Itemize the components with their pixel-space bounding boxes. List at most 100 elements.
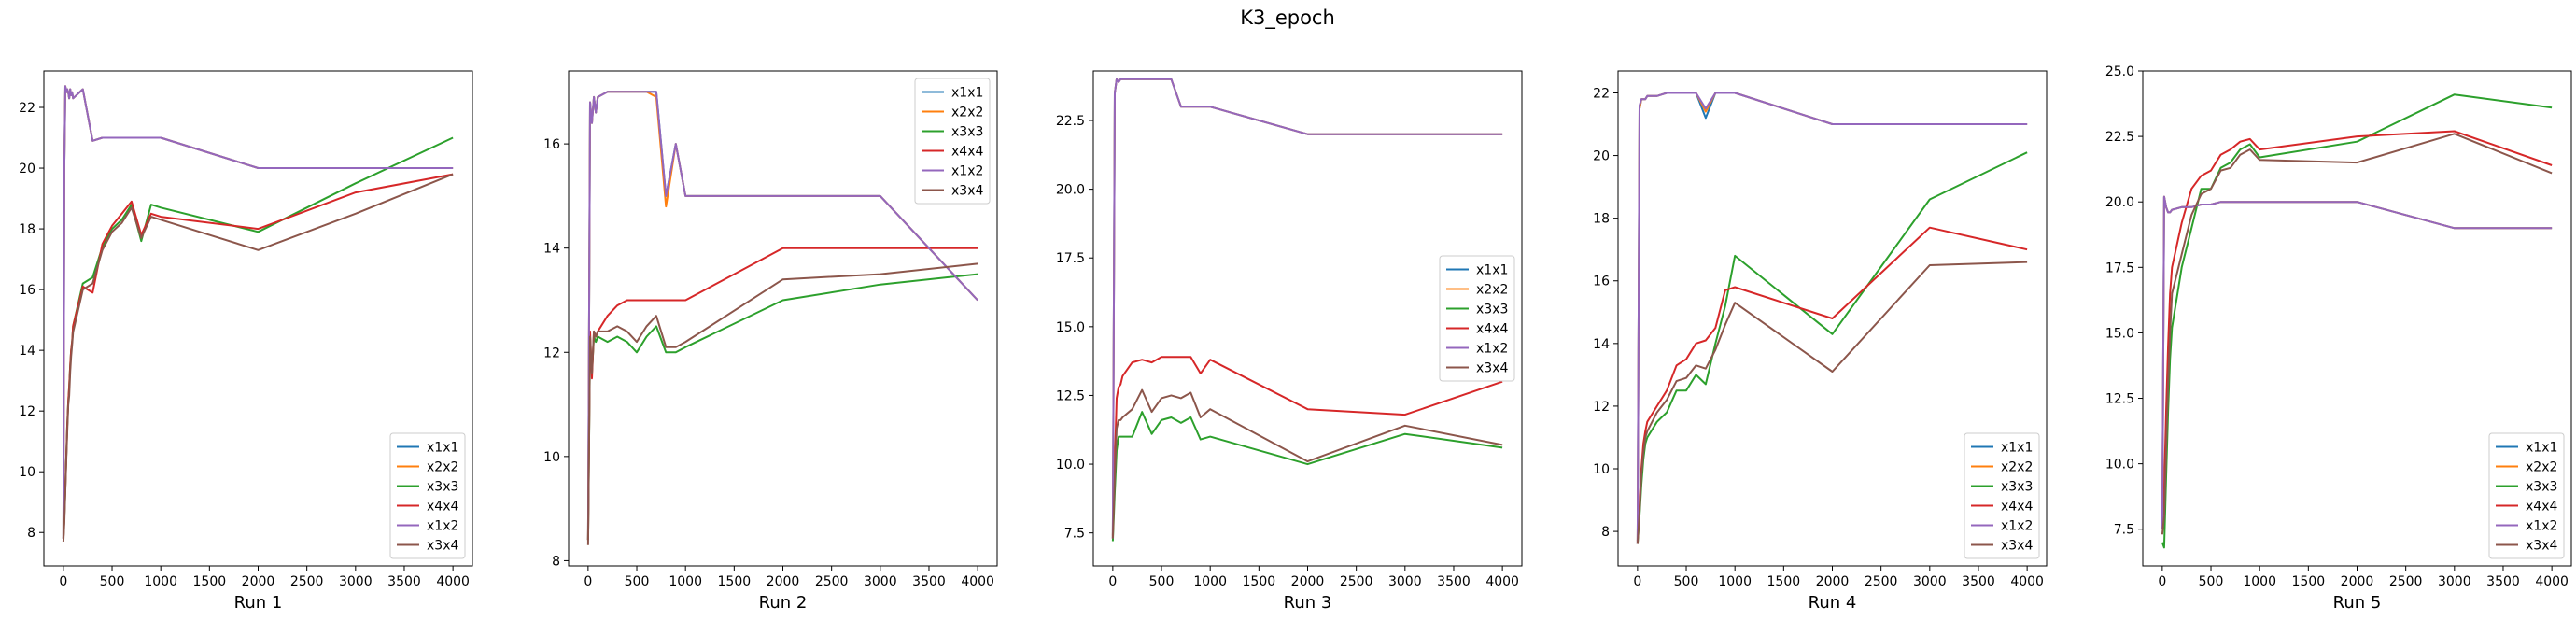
y-tick-label: 7.5 (1064, 527, 1085, 542)
series-line-x1x2 (1111, 78, 1503, 539)
x-tick-label: 2000 (1291, 574, 1325, 589)
x-tick-label: 1500 (193, 574, 227, 589)
y-tick-label: 12.5 (2105, 392, 2134, 407)
x-tick-label: 1000 (1193, 574, 1227, 589)
y-tick-label: 8 (27, 526, 35, 541)
y-tick-label: 14 (19, 344, 35, 359)
legend-label-x1x2: x1x2 (2001, 519, 2033, 534)
subplot-4: 0 500 1000 1500 2000 2500 3000 3500 4000 8 10 12 14 1… (1593, 70, 2048, 613)
y-tick-label: 8 (552, 554, 560, 569)
x-axis-label: Run 2 (759, 593, 808, 613)
x-tick-label: 3500 (912, 574, 946, 589)
legend-label-x4x4: x4x4 (1476, 322, 1508, 337)
y-tick-label: 15.0 (2105, 326, 2134, 341)
series-lines (62, 85, 454, 543)
x-tick-label: 3500 (1962, 574, 1995, 589)
series-line-x4x4 (1636, 226, 2028, 542)
x-tick-label: 1000 (1718, 574, 1752, 589)
x-tick-label: 2500 (2389, 574, 2423, 589)
x-tick-label: 1500 (718, 574, 752, 589)
x-tick-label: 3000 (1388, 574, 1422, 589)
legend-box (914, 78, 991, 205)
x-tick-label: 0 (2158, 574, 2166, 589)
x-tick-label: 2500 (815, 574, 849, 589)
legend-label-x2x2: x2x2 (1476, 283, 1508, 298)
y-tick-label: 20 (19, 162, 35, 176)
series-line-x1x2 (1636, 92, 2028, 544)
legend-label-x2x2: x2x2 (2001, 460, 2033, 475)
series-line-x4x4 (2161, 130, 2553, 522)
legend-label-x2x2: x2x2 (427, 460, 458, 475)
x-tick-label: 2000 (767, 574, 800, 589)
legend: x1x1 x2x2 x3x3 x4x4 x1x2 x3x4 (1439, 255, 1515, 382)
x-tick-label: 4000 (2535, 574, 2569, 589)
legend-label-x1x2: x1x2 (1476, 342, 1508, 357)
y-tick-label: 25.0 (2105, 64, 2134, 79)
legend-label-x1x1: x1x1 (2001, 441, 2033, 456)
legend: x1x1 x2x2 x3x3 x4x4 x1x2 x3x4 (914, 78, 991, 205)
y-tick-label: 16 (543, 137, 560, 152)
y-tick-label: 12.5 (1056, 388, 1085, 403)
legend-label-x2x2: x2x2 (951, 106, 983, 120)
y-tick-label: 10.0 (1056, 458, 1085, 473)
y-tick-label: 12 (1593, 400, 1610, 415)
x-tick-label: 3000 (2438, 574, 2471, 589)
series-line-x1x2 (586, 91, 978, 541)
y-tick-label: 16 (19, 283, 35, 298)
x-axis-label: Run 1 (234, 593, 283, 613)
subplot-1: 0 500 1000 1500 2000 2500 3000 3500 4000 8 10 12 14 1… (19, 70, 473, 613)
y-tick-label: 12 (19, 404, 35, 419)
legend-label-x1x1: x1x1 (427, 441, 458, 456)
y-tick-label: 20 (1593, 149, 1610, 164)
legend-label-x1x1: x1x1 (2526, 441, 2557, 456)
subplot-5: 0 500 1000 1500 2000 2500 3000 3500 4000 7.5 10.0 1… (2105, 64, 2572, 613)
legend: x1x1 x2x2 x3x3 x4x4 x1x2 x3x4 (1964, 432, 2040, 559)
x-tick-label: 4000 (436, 574, 470, 589)
legend-label-x1x2: x1x2 (2526, 519, 2557, 534)
x-tick-label: 1000 (2243, 574, 2276, 589)
legend-label-x3x3: x3x3 (427, 480, 458, 495)
legend: x1x1 x2x2 x3x3 x4x4 x1x2 x3x4 (2488, 432, 2565, 559)
x-tick-label: 2000 (1816, 574, 1850, 589)
legend-label-x4x4: x4x4 (2526, 500, 2557, 515)
y-tick-label: 18 (1593, 212, 1610, 227)
y-tick-label: 14 (543, 242, 560, 257)
x-tick-label: 1500 (1767, 574, 1801, 589)
x-tick-label: 0 (59, 574, 67, 589)
x-tick-label: 500 (1149, 574, 1175, 589)
subplots: 0 500 1000 1500 2000 2500 3000 3500 400081012141… (19, 64, 2572, 613)
y-tick-label: 16 (1593, 275, 1610, 289)
legend-label-x3x4: x3x4 (2526, 539, 2557, 554)
legend-label-x3x3: x3x3 (1476, 303, 1508, 318)
legend-label-x3x4: x3x4 (951, 184, 983, 199)
x-tick-label: 1000 (144, 574, 177, 589)
x-tick-label: 1500 (1243, 574, 1276, 589)
series-line-x4x4 (1111, 356, 1503, 536)
x-tick-label: 0 (1633, 574, 1641, 589)
legend-label-x1x2: x1x2 (951, 164, 983, 179)
x-axis-label: Run 4 (1809, 593, 1857, 613)
y-tick-label: 17.5 (1056, 251, 1085, 266)
legend-label-x1x2: x1x2 (427, 519, 458, 534)
series-line-x3x4 (62, 173, 454, 543)
subplot-3: 0 500 1000 1500 2000 2500 3000 3500 4000 7.5 10.0 1… (1056, 70, 1523, 613)
legend-label-x3x3: x3x3 (2001, 480, 2033, 495)
x-tick-label: 4000 (961, 574, 994, 589)
x-tick-label: 500 (1674, 574, 1699, 589)
legend-label-x3x3: x3x3 (2526, 480, 2557, 495)
x-tick-label: 3500 (387, 574, 421, 589)
x-tick-label: 2000 (242, 574, 275, 589)
figure-title: K3_epoch (1240, 7, 1335, 30)
x-tick-label: 500 (625, 574, 650, 589)
legend-label-x3x4: x3x4 (427, 539, 458, 554)
legend: x1x1 x2x2 x3x3 x4x4 x1x2 x3x4 (389, 432, 466, 559)
legend-label-x1x1: x1x1 (951, 86, 983, 101)
y-tick-label: 14 (1593, 337, 1610, 352)
y-tick-label: 17.5 (2105, 261, 2134, 275)
legend-label-x4x4: x4x4 (427, 500, 458, 515)
x-tick-label: 2000 (2341, 574, 2374, 589)
series-line-x3x4 (2161, 133, 2553, 535)
series-lines (2161, 93, 2553, 549)
